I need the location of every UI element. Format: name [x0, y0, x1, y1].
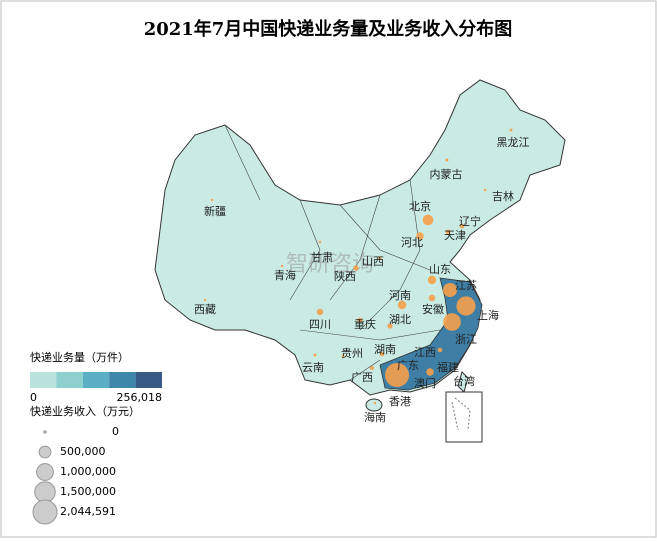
color-legend-min: 0 [30, 391, 37, 404]
region-label: 江苏 [455, 279, 477, 292]
revenue-bubble [203, 298, 207, 302]
region-label: 香港 [389, 395, 411, 408]
revenue-bubble [483, 188, 487, 192]
color-swatch [135, 372, 162, 388]
size-legend-title: 快递业务收入（万元） [30, 404, 140, 418]
size-legend-bubble [43, 430, 47, 434]
revenue-bubble [416, 232, 424, 240]
inset-lines [451, 397, 471, 431]
revenue-bubble [280, 264, 284, 268]
region-label: 广西 [351, 371, 373, 384]
size-legend-label: 500,000 [60, 445, 106, 458]
revenue-bubble [445, 229, 451, 235]
region-label: 河南 [389, 289, 411, 302]
region-label: 贵州 [341, 347, 363, 360]
region-label: 山东 [429, 263, 451, 276]
revenue-bubble [313, 353, 317, 357]
revenue-bubble [357, 317, 363, 323]
revenue-bubble [378, 256, 382, 260]
region-label: 甘肃 [311, 251, 333, 264]
revenue-bubble [427, 275, 437, 285]
region-label: 澳门 [414, 376, 436, 390]
size-legend-label: 0 [112, 425, 119, 438]
revenue-bubble [353, 265, 359, 271]
revenue-bubble [437, 347, 443, 353]
region-label: 湖北 [389, 313, 411, 326]
title: 2021年7月中国快递业务量及业务收入分布图 [144, 18, 513, 40]
region-label: 福建 [437, 360, 459, 374]
region-label: 辽宁 [459, 214, 481, 228]
revenue-bubble [341, 354, 345, 358]
region-label: 青海 [274, 268, 296, 282]
revenue-bubble [426, 368, 434, 376]
region-label: 云南 [302, 361, 324, 374]
size-legend-label: 1,500,000 [60, 485, 116, 498]
region-label: 黑龙江 [497, 136, 530, 149]
region-label: 台湾 [453, 374, 475, 388]
color-legend [30, 372, 162, 388]
size-legend-label: 1,000,000 [60, 465, 116, 478]
revenue-bubble [443, 313, 461, 331]
size-legend-bubble [34, 481, 56, 503]
region-label: 新疆 [204, 204, 226, 218]
revenue-bubble [387, 323, 393, 329]
region-label: 海南 [364, 410, 386, 424]
revenue-bubble [385, 363, 409, 387]
color-swatch [56, 372, 83, 388]
hainan-island [365, 398, 383, 412]
region-label: 广东 [397, 359, 419, 372]
revenue-bubble [456, 296, 476, 316]
color-legend-max: 256,018 [117, 391, 163, 404]
revenue-bubble [379, 351, 385, 357]
revenue-bubble [316, 308, 324, 316]
south-sea-inset [445, 391, 483, 443]
color-legend-title: 快递业务量（万件） [30, 350, 129, 364]
watermark: 智研咨询 [286, 252, 374, 277]
color-swatch [109, 372, 136, 388]
revenue-bubble [428, 294, 436, 302]
region-label: 山西 [362, 255, 384, 268]
revenue-bubble [373, 401, 377, 405]
size-legend-bubble [32, 499, 58, 525]
revenue-bubble [422, 214, 434, 226]
region-label: 北京 [409, 199, 431, 213]
region-label: 吉林 [492, 189, 514, 203]
revenue-bubble [318, 240, 322, 244]
color-swatch [82, 372, 110, 388]
revenue-bubble [369, 365, 375, 371]
size-legend-bubble [38, 445, 52, 459]
region-label: 湖南 [374, 343, 396, 356]
region-label: 陕西 [334, 269, 356, 283]
region-label: 重庆 [354, 317, 376, 331]
region-label: 河北 [401, 236, 423, 249]
region-label: 浙江 [455, 333, 477, 346]
revenue-bubble [210, 198, 214, 202]
region-label: 上海 [477, 308, 499, 322]
region-label: 天津 [444, 229, 466, 242]
size-legend-label: 2,044,591 [60, 505, 116, 518]
region-label: 四川 [309, 318, 331, 331]
region-label: 内蒙古 [430, 167, 463, 181]
revenue-bubble [445, 158, 449, 162]
region-label: 安徽 [422, 302, 444, 316]
revenue-bubble [509, 128, 513, 132]
size-legend-bubble [36, 463, 54, 481]
revenue-bubble [397, 300, 407, 310]
revenue-bubble [442, 282, 458, 298]
color-swatch [30, 372, 57, 388]
revenue-bubble [459, 223, 465, 229]
region-label: 西藏 [194, 303, 216, 316]
province-borders [224, 124, 441, 381]
region-label: 江西 [414, 346, 436, 359]
